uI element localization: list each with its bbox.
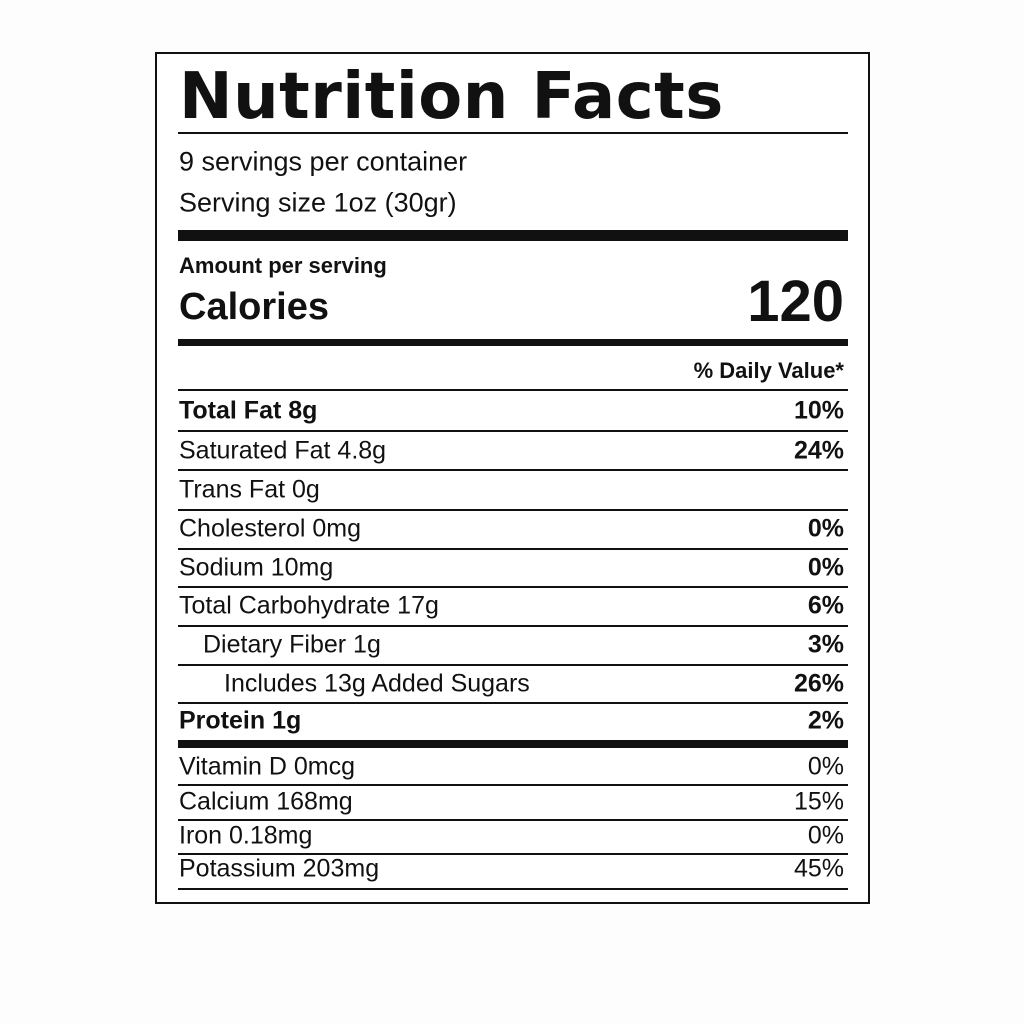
- servings: 9 servings per container: [179, 146, 468, 177]
- daily-value: 45%: [793, 854, 844, 883]
- rule: [178, 132, 848, 134]
- rule: [178, 888, 848, 890]
- vitamin-label: Iron 0.18mg: [179, 821, 313, 850]
- nutrient-label: Total Fat 8g: [179, 396, 318, 425]
- amount-caption: Amount per serving: [179, 253, 387, 278]
- daily-value: 3%: [807, 630, 844, 659]
- daily-value-header: % Daily Value*: [693, 358, 844, 383]
- daily-value: 10%: [793, 396, 844, 425]
- rule: [178, 625, 848, 627]
- rule: [178, 740, 848, 748]
- nutrient-label: Total Carbohydrate 17g: [179, 591, 439, 620]
- rule: [178, 430, 848, 432]
- rule: [178, 230, 848, 241]
- nutrient-label: Saturated Fat 4.8g: [179, 436, 387, 465]
- rule: [178, 509, 848, 511]
- rule: [178, 702, 848, 704]
- daily-value: 0%: [807, 752, 844, 781]
- rule: [178, 548, 848, 550]
- daily-value: 0%: [807, 553, 844, 582]
- daily-value: 0%: [807, 821, 844, 850]
- calories-value: 120: [747, 269, 844, 334]
- title: Nutrition Facts: [179, 60, 724, 134]
- nutrient-label: Trans Fat 0g: [179, 475, 320, 504]
- label-box: [155, 52, 870, 904]
- rule: [178, 469, 848, 471]
- vitamin-label: Vitamin D 0mcg: [179, 752, 355, 781]
- nutrient-label: Cholesterol 0mg: [179, 514, 362, 543]
- rule: [178, 819, 848, 821]
- daily-value: 2%: [807, 706, 844, 735]
- daily-value: 6%: [807, 591, 844, 620]
- rule: [178, 389, 848, 391]
- daily-value: 26%: [793, 669, 844, 698]
- daily-value: 0%: [807, 514, 844, 543]
- daily-value: 15%: [793, 787, 844, 816]
- rule: [178, 664, 848, 666]
- rule: [178, 339, 848, 346]
- rule: [178, 853, 848, 855]
- vitamin-label: Potassium 203mg: [179, 854, 380, 883]
- serving-size: Serving size 1oz (30gr): [179, 187, 457, 218]
- rule: [178, 586, 848, 588]
- nutrient-label: Protein 1g: [179, 706, 302, 735]
- rule: [178, 784, 848, 786]
- nutrient-label: Includes 13g Added Sugars: [224, 669, 530, 698]
- calories-label: Calories: [179, 286, 329, 328]
- nutrient-label: Sodium 10mg: [179, 553, 334, 582]
- daily-value: 24%: [793, 436, 844, 465]
- vitamin-label: Calcium 168mg: [179, 787, 353, 816]
- nutrient-label: Dietary Fiber 1g: [203, 630, 381, 659]
